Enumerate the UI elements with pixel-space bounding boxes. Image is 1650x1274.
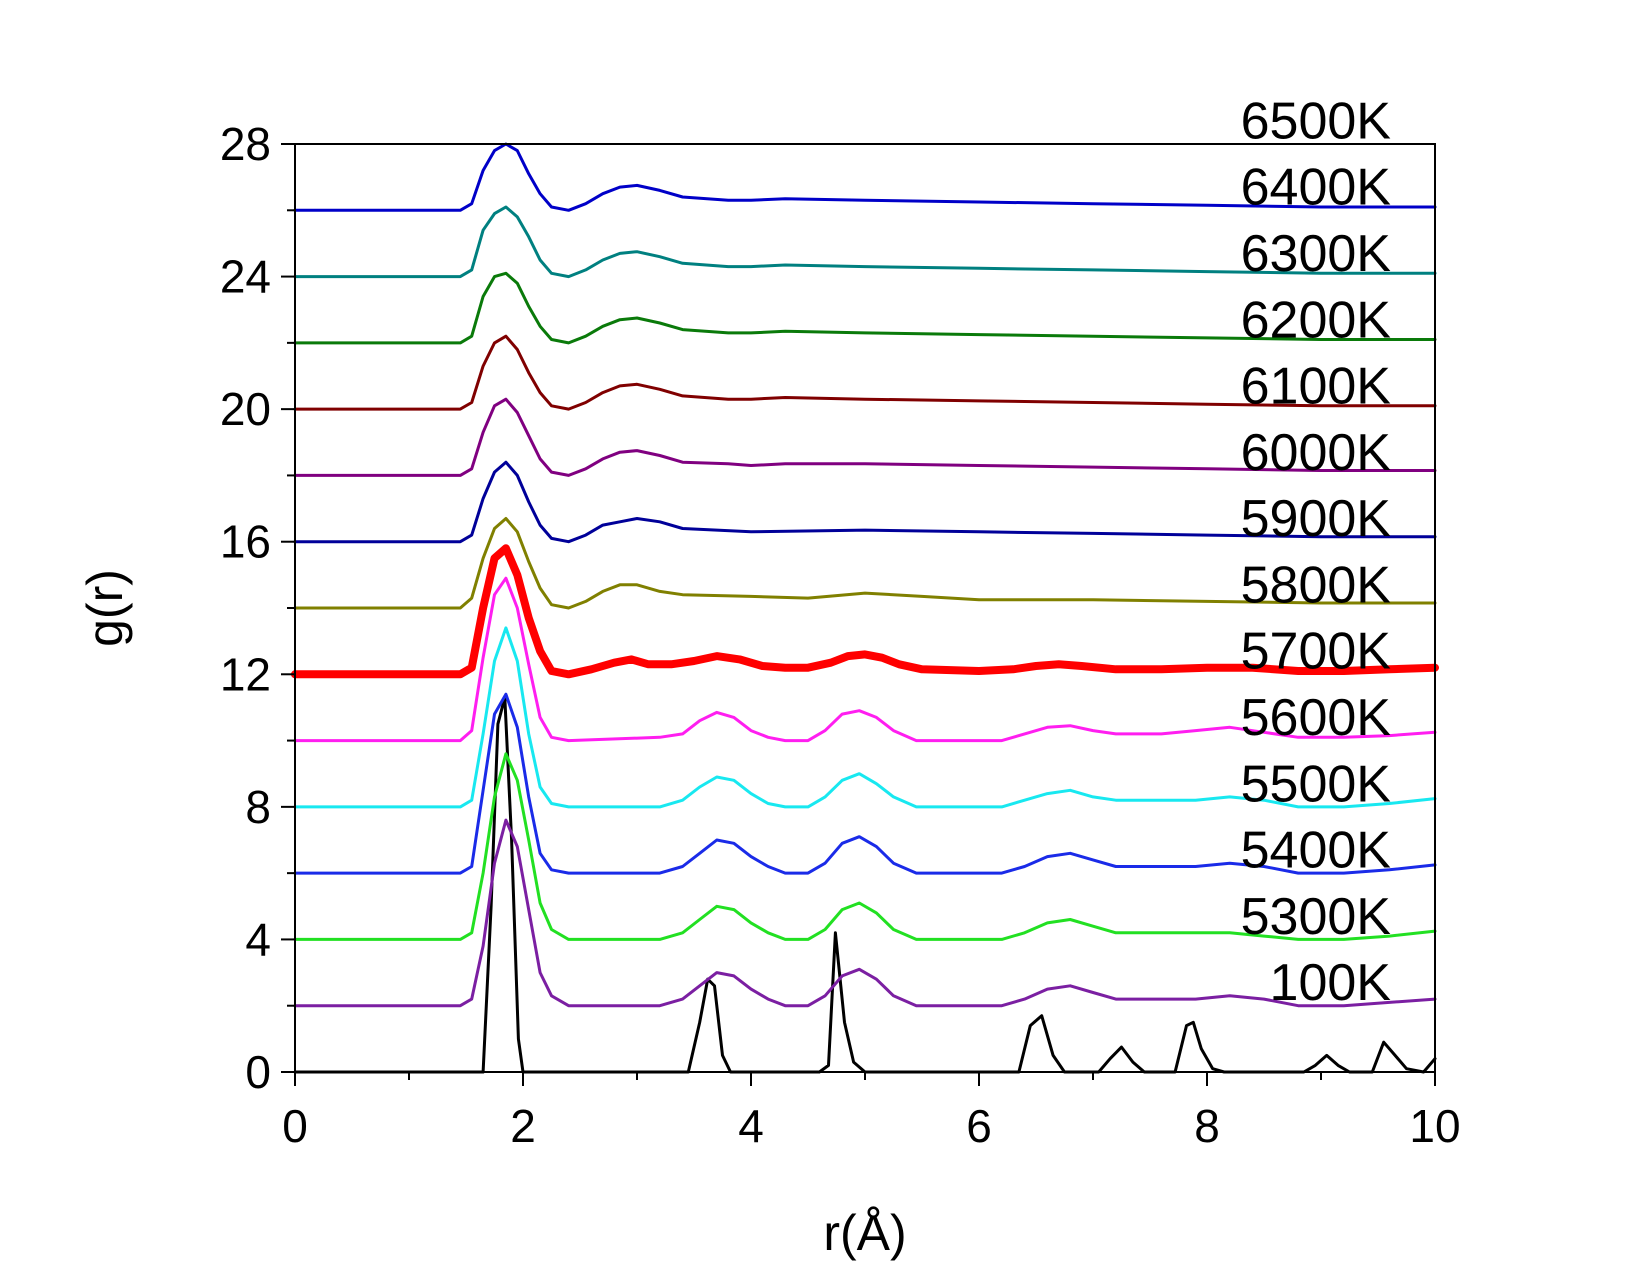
x-tick-label-2: 2 <box>510 1100 536 1152</box>
series-line-6300K <box>293 271 1437 345</box>
x-tick-label-4: 4 <box>738 1100 764 1152</box>
y-tick-label-4: 4 <box>245 913 271 965</box>
series-line-5300K <box>293 818 1437 1008</box>
series-label-6500K: 6500K <box>1241 92 1392 150</box>
series-label-6200K: 6200K <box>1241 291 1392 349</box>
x-tick-label-0: 0 <box>282 1100 308 1152</box>
series-label-5600K: 5600K <box>1241 689 1392 747</box>
series-label-6100K: 6100K <box>1241 358 1392 416</box>
y-tick-label-12: 12 <box>220 648 271 700</box>
y-tick-label-24: 24 <box>220 251 271 303</box>
x-tick-label-6: 6 <box>966 1100 992 1152</box>
series-line-5500K <box>293 692 1437 875</box>
series-line-6400K <box>293 205 1437 279</box>
series-line-5700K <box>293 576 1437 743</box>
series-label-5400K: 5400K <box>1241 822 1392 880</box>
y-axis-title: g(r) <box>77 569 133 647</box>
y-tick-label-8: 8 <box>245 781 271 833</box>
series-line-5400K <box>293 752 1437 941</box>
series-label-5300K: 5300K <box>1241 888 1392 946</box>
series-line-6500K <box>293 142 1437 212</box>
series-label-5700K: 5700K <box>1241 623 1392 681</box>
series-label-6400K: 6400K <box>1241 159 1392 217</box>
series-line-5600K <box>293 626 1437 809</box>
series-label-6000K: 6000K <box>1241 424 1392 482</box>
series-line-5800K <box>291 544 1439 679</box>
series-label-5900K: 5900K <box>1241 490 1392 548</box>
y-tick-label-0: 0 <box>245 1046 271 1098</box>
x-axis-title: r(Å) <box>823 1205 906 1261</box>
series-line-6100K <box>293 397 1437 477</box>
series-line-6200K <box>293 334 1437 411</box>
series-label-layer: 100K 5300K 5400K 5500K 5600K 5700K 5800K 5900K 6… <box>1241 92 1392 1012</box>
series-label-100K: 100K <box>1270 954 1392 1012</box>
x-tick-label-10: 10 <box>1409 1100 1460 1152</box>
y-tick-label-28: 28 <box>220 118 271 170</box>
series-line-6000K <box>293 460 1437 544</box>
series-label-6300K: 6300K <box>1241 225 1392 283</box>
series-label-5800K: 5800K <box>1241 556 1392 614</box>
x-tick-label-8: 8 <box>1194 1100 1220 1152</box>
y-tick-label-20: 20 <box>220 383 271 435</box>
y-tick-label-16: 16 <box>220 516 271 568</box>
series-layer <box>291 142 1439 1074</box>
series-line-5900K <box>293 517 1437 610</box>
series-label-5500K: 5500K <box>1241 755 1392 813</box>
